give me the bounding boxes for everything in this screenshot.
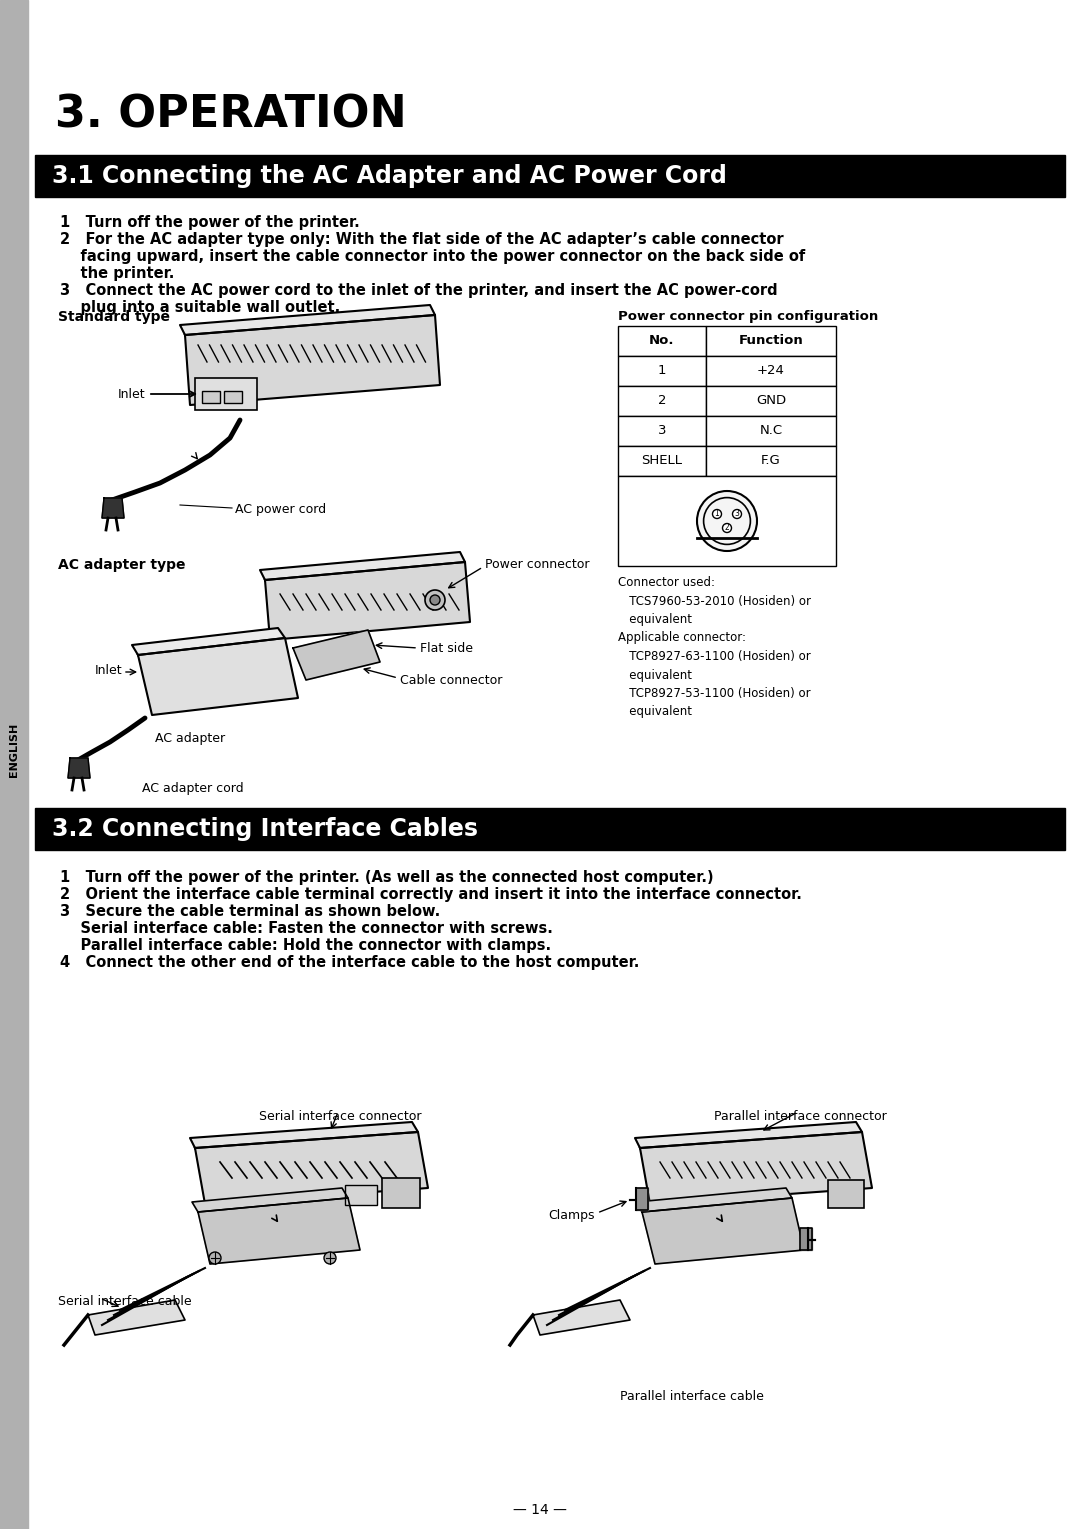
Polygon shape — [192, 1188, 348, 1212]
Bar — [618, 446, 706, 476]
Polygon shape — [68, 758, 90, 778]
Text: N.C: N.C — [759, 425, 783, 437]
Polygon shape — [640, 1131, 872, 1203]
Text: facing upward, insert the cable connector into the power connector on the back s: facing upward, insert the cable connecto… — [60, 249, 806, 265]
Text: Serial interface connector: Serial interface connector — [259, 1110, 421, 1122]
Text: 4   Connect the other end of the interface cable to the host computer.: 4 Connect the other end of the interface… — [60, 956, 639, 969]
Text: AC adapter cord: AC adapter cord — [141, 781, 244, 795]
Polygon shape — [293, 630, 380, 680]
Bar — [382, 1177, 420, 1208]
Circle shape — [697, 491, 757, 550]
Text: Power connector pin configuration: Power connector pin configuration — [618, 310, 878, 323]
Text: Serial interface cable: Fasten the connector with screws.: Serial interface cable: Fasten the conne… — [60, 920, 553, 936]
Text: the printer.: the printer. — [60, 266, 174, 281]
Circle shape — [430, 595, 440, 605]
Text: 3: 3 — [658, 425, 666, 437]
Text: Inlet: Inlet — [118, 387, 145, 401]
Polygon shape — [87, 1300, 185, 1335]
Polygon shape — [642, 1199, 804, 1264]
Polygon shape — [185, 315, 440, 405]
Text: Connector used:
   TCS7960-53-2010 (Hosiden) or
   equivalent
Applicable connect: Connector used: TCS7960-53-2010 (Hosiden… — [618, 576, 811, 719]
Circle shape — [426, 590, 445, 610]
Bar — [706, 446, 836, 476]
Circle shape — [723, 523, 731, 532]
Polygon shape — [132, 628, 285, 654]
Text: 3.1 Connecting the AC Adapter and AC Power Cord: 3.1 Connecting the AC Adapter and AC Pow… — [52, 164, 727, 188]
Text: 2: 2 — [725, 523, 729, 532]
Polygon shape — [534, 1300, 630, 1335]
Bar — [828, 1180, 864, 1208]
Bar — [618, 476, 836, 566]
Text: 2   For the AC adapter type only: With the flat side of the AC adapter’s cable c: 2 For the AC adapter type only: With the… — [60, 232, 784, 248]
Bar — [224, 391, 242, 404]
Text: 3   Secure the cable terminal as shown below.: 3 Secure the cable terminal as shown bel… — [60, 904, 441, 919]
Text: F.G: F.G — [761, 454, 781, 468]
Text: SHELL: SHELL — [642, 454, 683, 468]
Text: 3   Connect the AC power cord to the inlet of the printer, and insert the AC pow: 3 Connect the AC power cord to the inlet… — [60, 283, 778, 298]
Bar — [618, 416, 706, 446]
Polygon shape — [190, 1122, 418, 1148]
Text: Flat side: Flat side — [420, 642, 473, 654]
Bar — [35, 807, 1065, 850]
Polygon shape — [195, 1131, 428, 1203]
Circle shape — [732, 509, 742, 518]
Text: 2: 2 — [658, 394, 666, 408]
Bar — [618, 326, 706, 356]
Text: No.: No. — [649, 335, 675, 347]
Text: Standard type: Standard type — [58, 310, 170, 324]
Polygon shape — [265, 563, 470, 641]
Polygon shape — [260, 552, 465, 579]
Polygon shape — [800, 1228, 812, 1251]
Text: AC power cord: AC power cord — [235, 503, 326, 517]
Bar — [706, 356, 836, 385]
Text: 1: 1 — [715, 509, 719, 518]
Text: 3.2 Connecting Interface Cables: 3.2 Connecting Interface Cables — [52, 816, 478, 841]
Bar — [345, 1185, 377, 1205]
Bar — [0, 0, 28, 1529]
Text: +24: +24 — [757, 364, 785, 378]
Bar — [706, 385, 836, 416]
Polygon shape — [635, 1122, 862, 1148]
Circle shape — [713, 509, 721, 518]
Text: Parallel interface connector: Parallel interface connector — [714, 1110, 887, 1122]
Text: Serial interface cable: Serial interface cable — [58, 1295, 191, 1307]
Polygon shape — [102, 498, 124, 518]
Text: AC adapter type: AC adapter type — [58, 558, 186, 572]
Text: ENGLISH: ENGLISH — [9, 723, 19, 777]
Text: Function: Function — [739, 335, 804, 347]
Polygon shape — [636, 1188, 648, 1209]
Polygon shape — [180, 304, 435, 335]
Text: 3. OPERATION: 3. OPERATION — [55, 93, 407, 136]
Bar — [195, 378, 257, 410]
Text: 3: 3 — [734, 509, 740, 518]
Text: AC adapter: AC adapter — [154, 732, 225, 745]
Text: Inlet: Inlet — [94, 664, 122, 676]
Text: 1: 1 — [658, 364, 666, 378]
Polygon shape — [198, 1199, 360, 1264]
Bar — [618, 356, 706, 385]
Bar — [706, 416, 836, 446]
Polygon shape — [138, 638, 298, 716]
Text: Parallel interface cable: Hold the connector with clamps.: Parallel interface cable: Hold the conne… — [60, 937, 551, 953]
Text: plug into a suitable wall outlet.: plug into a suitable wall outlet. — [60, 300, 340, 315]
Bar — [35, 154, 1065, 197]
Text: GND: GND — [756, 394, 786, 408]
Bar — [706, 326, 836, 356]
Text: Clamps: Clamps — [549, 1208, 595, 1222]
Text: Cable connector: Cable connector — [400, 673, 502, 687]
Text: Power connector: Power connector — [485, 558, 590, 572]
Text: 1   Turn off the power of the printer.: 1 Turn off the power of the printer. — [60, 216, 360, 229]
Circle shape — [324, 1252, 336, 1264]
Polygon shape — [636, 1188, 792, 1212]
Circle shape — [210, 1252, 221, 1264]
Bar — [202, 391, 220, 404]
Text: — 14 —: — 14 — — [513, 1503, 567, 1517]
Text: 1   Turn off the power of the printer. (As well as the connected host computer.): 1 Turn off the power of the printer. (As… — [60, 870, 714, 885]
Text: 2   Orient the interface cable terminal correctly and insert it into the interfa: 2 Orient the interface cable terminal co… — [60, 887, 801, 902]
Bar — [618, 385, 706, 416]
Text: Parallel interface cable: Parallel interface cable — [620, 1390, 764, 1404]
